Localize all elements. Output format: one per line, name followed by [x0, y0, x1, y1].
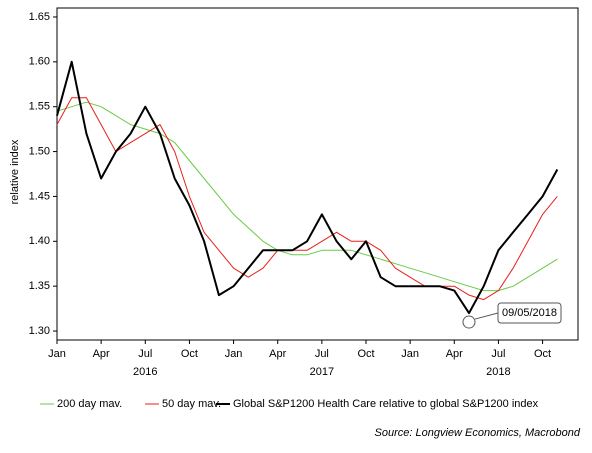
series-line: [56, 60, 559, 315]
annotation-connector: [474, 312, 499, 320]
legend-label: 50 day mav.: [162, 398, 221, 410]
x-tick-label: Oct: [357, 348, 374, 360]
legend-label: 200 day mav.: [57, 398, 122, 410]
x-tick-label: Apr: [269, 348, 286, 360]
x-tick-label: Jul: [315, 348, 329, 360]
legend-label: Global S&P1200 Health Care relative to g…: [233, 398, 539, 410]
y-tick-label: 1.65: [29, 11, 50, 23]
series-line: [56, 97, 558, 301]
annotation-marker: [462, 315, 476, 329]
annotation-box: [497, 302, 562, 324]
x-tick-label: Jan: [48, 348, 66, 360]
x-year-label: 2017: [310, 366, 334, 378]
x-tick-label: Jan: [401, 348, 419, 360]
y-tick-label: 1.60: [29, 56, 50, 68]
y-tick-label: 1.55: [29, 101, 50, 113]
x-year-label: 2018: [486, 366, 510, 378]
y-axis-label: relative index: [9, 139, 21, 204]
y-tick-label: 1.45: [29, 190, 50, 202]
x-year-label: 2016: [133, 366, 157, 378]
annotation-text: 09/05/2018: [502, 307, 557, 319]
x-tick-label: Apr: [446, 348, 463, 360]
x-tick-label: Jul: [491, 348, 505, 360]
series-line: [56, 101, 558, 292]
y-tick-label: 1.30: [29, 325, 50, 337]
y-tick-label: 1.35: [29, 280, 50, 292]
source: Source: Longview Economics, Macrobond: [375, 427, 581, 439]
y-tick-label: 1.40: [29, 235, 50, 247]
x-tick-label: Oct: [534, 348, 551, 360]
y-tick-label: 1.50: [29, 145, 50, 157]
x-tick-label: Oct: [181, 348, 198, 360]
x-tick-label: Apr: [93, 348, 110, 360]
x-tick-label: Jul: [138, 348, 152, 360]
plot-frame: [56, 7, 579, 341]
x-tick-label: Jan: [225, 348, 243, 360]
